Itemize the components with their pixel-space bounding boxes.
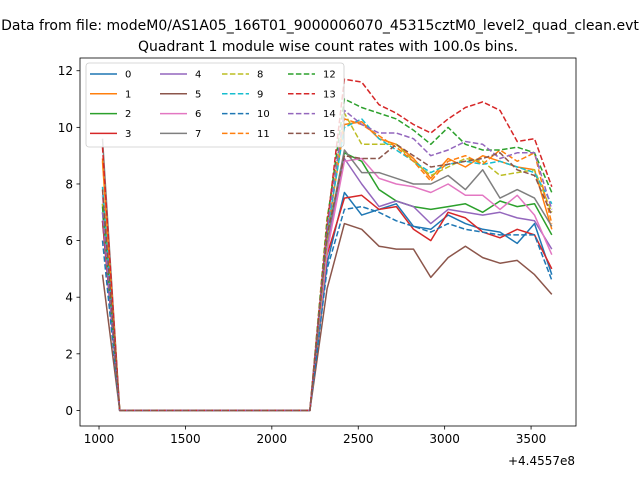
legend-label-0: 0 <box>125 70 131 81</box>
y-tick-label: 2 <box>65 347 73 361</box>
x-axis-offset-label: +4.4557e8 <box>508 454 575 468</box>
legend-label-7: 7 <box>195 129 201 140</box>
x-tick-label: 2000 <box>257 432 288 446</box>
legend-label-6: 6 <box>195 109 201 120</box>
x-tick-label: 2500 <box>343 432 374 446</box>
y-tick-label: 12 <box>58 64 73 78</box>
y-tick-label: 0 <box>65 404 73 418</box>
series-line-15 <box>101 143 553 412</box>
series-line-2 <box>101 152 553 412</box>
legend-label-3: 3 <box>125 129 131 140</box>
legend-label-11: 11 <box>257 129 270 140</box>
y-tick-label: 6 <box>65 234 73 248</box>
y-tick-label: 4 <box>65 291 73 305</box>
axes-frame <box>79 57 577 427</box>
legend-label-15: 15 <box>323 129 336 140</box>
y-tick-label: 8 <box>65 177 73 191</box>
legend-label-13: 13 <box>323 89 336 100</box>
legend-label-5: 5 <box>195 89 201 100</box>
legend-label-10: 10 <box>257 109 270 120</box>
legend-label-4: 4 <box>195 70 201 81</box>
x-tick-label: 1500 <box>170 432 201 446</box>
y-tick-label: 10 <box>58 121 73 135</box>
legend-label-14: 14 <box>323 109 336 120</box>
series-line-10 <box>101 205 553 412</box>
legend-label-2: 2 <box>125 109 131 120</box>
figure-suptitle: Data from file: modeM0/AS1A05_166T01_900… <box>1 18 639 34</box>
legend-box <box>85 62 345 148</box>
x-tick-label: 1000 <box>84 432 115 446</box>
x-tick-label: 3500 <box>516 432 547 446</box>
legend-label-12: 12 <box>323 70 336 81</box>
legend-label-8: 8 <box>257 70 263 81</box>
series-line-6 <box>101 157 553 412</box>
legend-label-9: 9 <box>257 89 263 100</box>
x-tick-label: 3000 <box>429 432 460 446</box>
legend-label-1: 1 <box>125 89 131 100</box>
chart-title: Quadrant 1 module wise count rates with … <box>138 39 518 55</box>
